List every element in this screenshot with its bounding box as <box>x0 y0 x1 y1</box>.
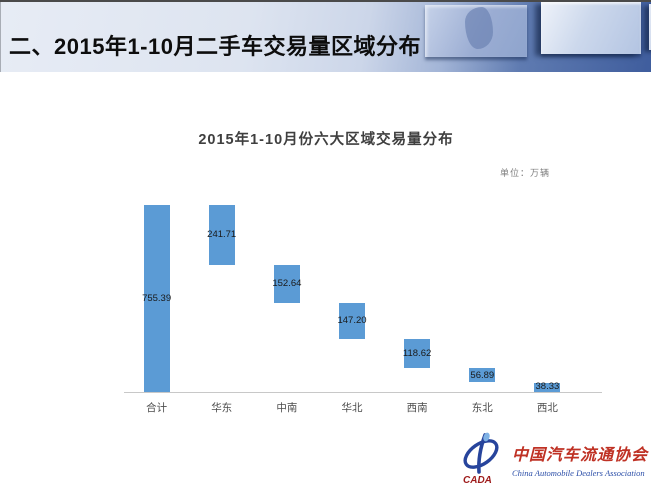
bar-value-label: 241.71 <box>207 228 237 240</box>
org-name-english: China Automobile Dealers Association <box>512 468 645 478</box>
cada-emblem-icon: CADA <box>463 432 499 486</box>
decoration-cube-icon <box>425 2 527 60</box>
bar-value-label: 755.39 <box>142 292 172 304</box>
bar-value-label: 56.89 <box>470 369 495 381</box>
x-axis-line <box>124 392 602 393</box>
x-axis-label: 西南 <box>406 402 428 414</box>
x-axis-label: 华北 <box>341 402 363 414</box>
bar-value-label: 147.20 <box>337 314 367 326</box>
bar-value-label: 152.64 <box>272 277 302 289</box>
cada-acronym: CADA <box>463 475 492 486</box>
x-axis-label: 合计 <box>146 402 168 414</box>
waterfall-bar-东北 <box>469 368 496 383</box>
waterfall-bar-华北 <box>339 302 365 339</box>
bar-value-label: 118.62 <box>402 347 432 359</box>
world-map-icon <box>465 7 493 49</box>
x-axis-label: 东北 <box>471 402 493 414</box>
waterfall-bar-华东 <box>208 205 235 265</box>
decoration-cube-icon <box>649 2 651 52</box>
cada-logo: CADA 中国汽车流通协会 China Automobile Dealers A… <box>452 432 648 486</box>
waterfall-bar-合计 <box>143 205 170 392</box>
x-axis-labels: 合计 华东 中南 华北 西南 东北 西北 <box>124 400 580 414</box>
slide-header: 二、2015年1-10月二手车交易量区域分布 <box>0 2 651 72</box>
x-axis-label: 中南 <box>276 402 298 414</box>
slide-title: 二、2015年1-10月二手车交易量区域分布 <box>9 34 421 59</box>
unit-label: 单位：万辆 <box>500 168 551 178</box>
org-name-chinese: 中国汽车流通协会 <box>512 447 649 464</box>
waterfall-bar-西南 <box>404 339 431 369</box>
bar-value-label: 38.33 <box>535 381 560 393</box>
x-axis-label: 华东 <box>211 402 233 414</box>
decoration-cube-icon <box>541 2 641 56</box>
waterfall-bar-中南 <box>273 264 300 303</box>
x-axis-label: 西北 <box>536 402 558 414</box>
plot-area: 755.39 241.71 152.64 147.20 118.62 56.89 38.33 <box>124 205 580 392</box>
waterfall-bar-西北 <box>534 382 561 392</box>
chart-title: 2015年1-10月份六大区域交易量分布 <box>198 132 454 148</box>
